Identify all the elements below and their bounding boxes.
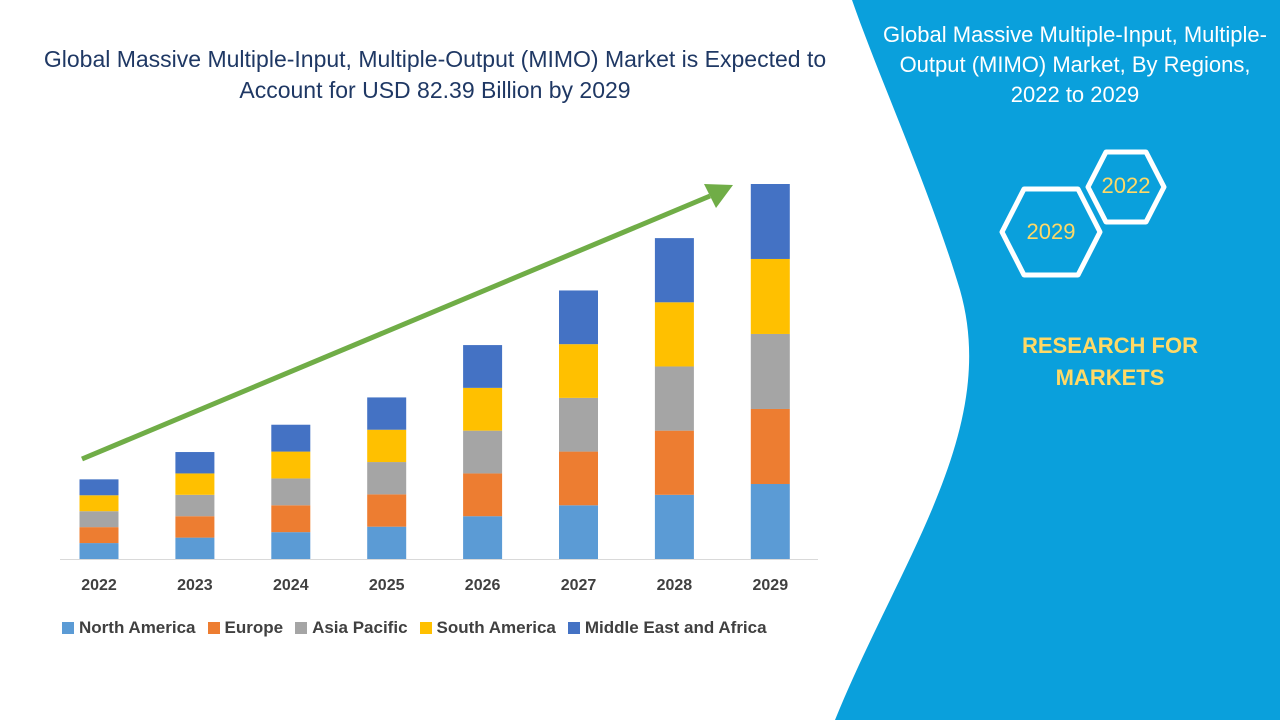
legend-item: North America — [62, 618, 196, 638]
bar-2027-segment-0 — [559, 505, 598, 559]
bar-2022-segment-0 — [79, 543, 119, 559]
chart-title: Global Massive Multiple-Input, Multiple-… — [43, 46, 827, 103]
bar-2024-segment-1 — [271, 505, 311, 533]
bar-2028-segment-4 — [654, 238, 694, 303]
bar-2025-segment-4 — [367, 397, 407, 430]
hex-label-2022: 2022 — [1101, 173, 1151, 198]
bar-2029-segment-0 — [750, 483, 790, 559]
bar-2026-segment-1 — [463, 473, 503, 517]
bar-2025-segment-1 — [367, 494, 407, 527]
x-tick-label: 2025 — [368, 577, 405, 594]
bar-2026-segment-3 — [463, 387, 503, 431]
bar-2022-segment-1 — [79, 527, 119, 544]
brand-line-2: MARKETS — [1055, 365, 1165, 390]
bar-2029-segment-4 — [750, 184, 790, 259]
x-tick-label: 2024 — [273, 577, 309, 594]
hexagon-2029 — [999, 186, 1103, 278]
bar-2027-segment-3 — [559, 344, 598, 398]
bar-2023-segment-2 — [175, 494, 215, 517]
bar-2027-segment-4 — [559, 290, 598, 345]
bar-2024-segment-0 — [271, 532, 311, 559]
bar-2023-segment-0 — [175, 537, 215, 559]
bar-2022-segment-4 — [79, 479, 119, 496]
x-tick-label: 2028 — [656, 577, 693, 594]
bar-2029-segment-3 — [750, 258, 790, 334]
bar-2023-segment-4 — [175, 452, 215, 474]
bar-2023-segment-1 — [175, 516, 215, 538]
legend-item: South America — [419, 618, 556, 638]
bar-2027-segment-1 — [559, 451, 598, 506]
legend-label: Middle East and Africa — [584, 618, 767, 637]
bar-2027-segment-2 — [559, 397, 598, 452]
bar-2024-segment-3 — [271, 451, 311, 479]
x-tick-label: 2026 — [464, 577, 501, 594]
legend-label: Asia Pacific — [312, 618, 408, 637]
legend-label: South America — [436, 618, 556, 637]
bar-2028-segment-1 — [654, 430, 694, 495]
side-panel-shape — [835, 0, 1280, 720]
legend-swatch — [567, 622, 580, 634]
legend-item: Asia Pacific — [295, 618, 408, 638]
legend-swatch — [419, 622, 432, 634]
bar-2025-segment-0 — [367, 526, 407, 559]
legend-swatch — [62, 622, 74, 634]
legend-swatch — [295, 622, 308, 634]
x-tick-label: 2027 — [560, 577, 597, 594]
bar-2028-segment-3 — [654, 302, 694, 367]
legend-item: Middle East and Africa — [567, 618, 767, 638]
bar-2025-segment-2 — [367, 462, 407, 495]
bar-2023-segment-3 — [175, 473, 215, 495]
bars-group — [79, 184, 790, 559]
bar-2022-segment-2 — [79, 511, 119, 528]
bar-2026-segment-0 — [463, 516, 503, 559]
bar-2026-segment-2 — [463, 430, 503, 474]
bar-2028-segment-0 — [654, 494, 694, 559]
legend-item: Europe — [207, 618, 284, 638]
x-tick-label: 2022 — [81, 577, 117, 594]
trend-arrow-line — [81, 193, 711, 462]
hex-label-2029: 2029 — [1026, 219, 1076, 244]
legend: North America Europe Asia Pacific South Ame… — [62, 618, 767, 638]
bar-2029-segment-2 — [750, 333, 790, 409]
side-panel-title: Global Massive Multiple-Input, Multiple-… — [883, 22, 1267, 107]
legend-swatch — [207, 622, 220, 634]
trend-arrow-head — [704, 184, 733, 208]
bar-2024-segment-2 — [271, 478, 311, 506]
legend-label: North America — [79, 618, 196, 637]
legend-label: Europe — [224, 618, 284, 637]
bar-2029-segment-1 — [750, 408, 790, 484]
bar-2025-segment-3 — [367, 429, 407, 463]
brand-logo-text: RESEARCH FOR MARKETS — [1000, 330, 1220, 394]
brand-line-1: RESEARCH FOR — [1021, 333, 1198, 358]
bar-2026-segment-4 — [463, 345, 503, 388]
bar-2024-segment-4 — [271, 424, 311, 452]
x-tick-label: 2023 — [177, 577, 213, 594]
hexagon-2022 — [1085, 149, 1167, 225]
x-tick-label: 2029 — [752, 577, 789, 594]
bar-2028-segment-2 — [654, 366, 694, 431]
bar-2022-segment-3 — [79, 495, 119, 512]
